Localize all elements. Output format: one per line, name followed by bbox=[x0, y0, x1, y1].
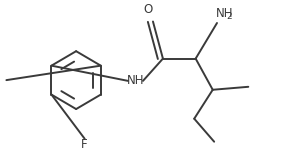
Text: NH: NH bbox=[216, 7, 233, 20]
Text: 2: 2 bbox=[227, 12, 232, 21]
Text: NH: NH bbox=[127, 74, 145, 87]
Text: F: F bbox=[81, 138, 88, 151]
Text: O: O bbox=[143, 3, 152, 16]
